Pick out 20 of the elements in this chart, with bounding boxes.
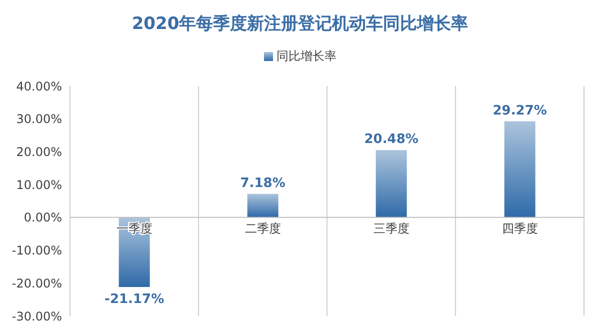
chart-title: 2020年每季度新注册登记机动车同比增长率	[130, 13, 470, 35]
y-tick-label: -30.00%	[12, 309, 62, 324]
bar	[504, 121, 536, 218]
data-label: 29.27%	[492, 103, 547, 118]
legend-label: 同比增长率	[276, 48, 336, 65]
data-label: 7.18%	[240, 176, 286, 191]
bar	[247, 194, 278, 218]
x-tick-label: 三季度	[373, 221, 410, 236]
x-tick-label: 四季度	[502, 221, 538, 236]
y-tick-label: 10.00%	[16, 178, 62, 192]
y-tick-label: 30.00%	[16, 112, 62, 126]
data-label: 20.48%	[364, 132, 418, 148]
x-tick-label: 二季度	[244, 221, 281, 236]
bar	[376, 150, 407, 218]
y-tick-label: -10.00%	[12, 244, 62, 258]
data-label: -21.17%	[104, 292, 164, 307]
y-tick-label: 40.00%	[16, 79, 62, 94]
y-tick-label: -20.00%	[12, 276, 62, 290]
y-tick-label: 0.00%	[24, 210, 62, 225]
y-tick-label: 20.00%	[16, 144, 62, 159]
